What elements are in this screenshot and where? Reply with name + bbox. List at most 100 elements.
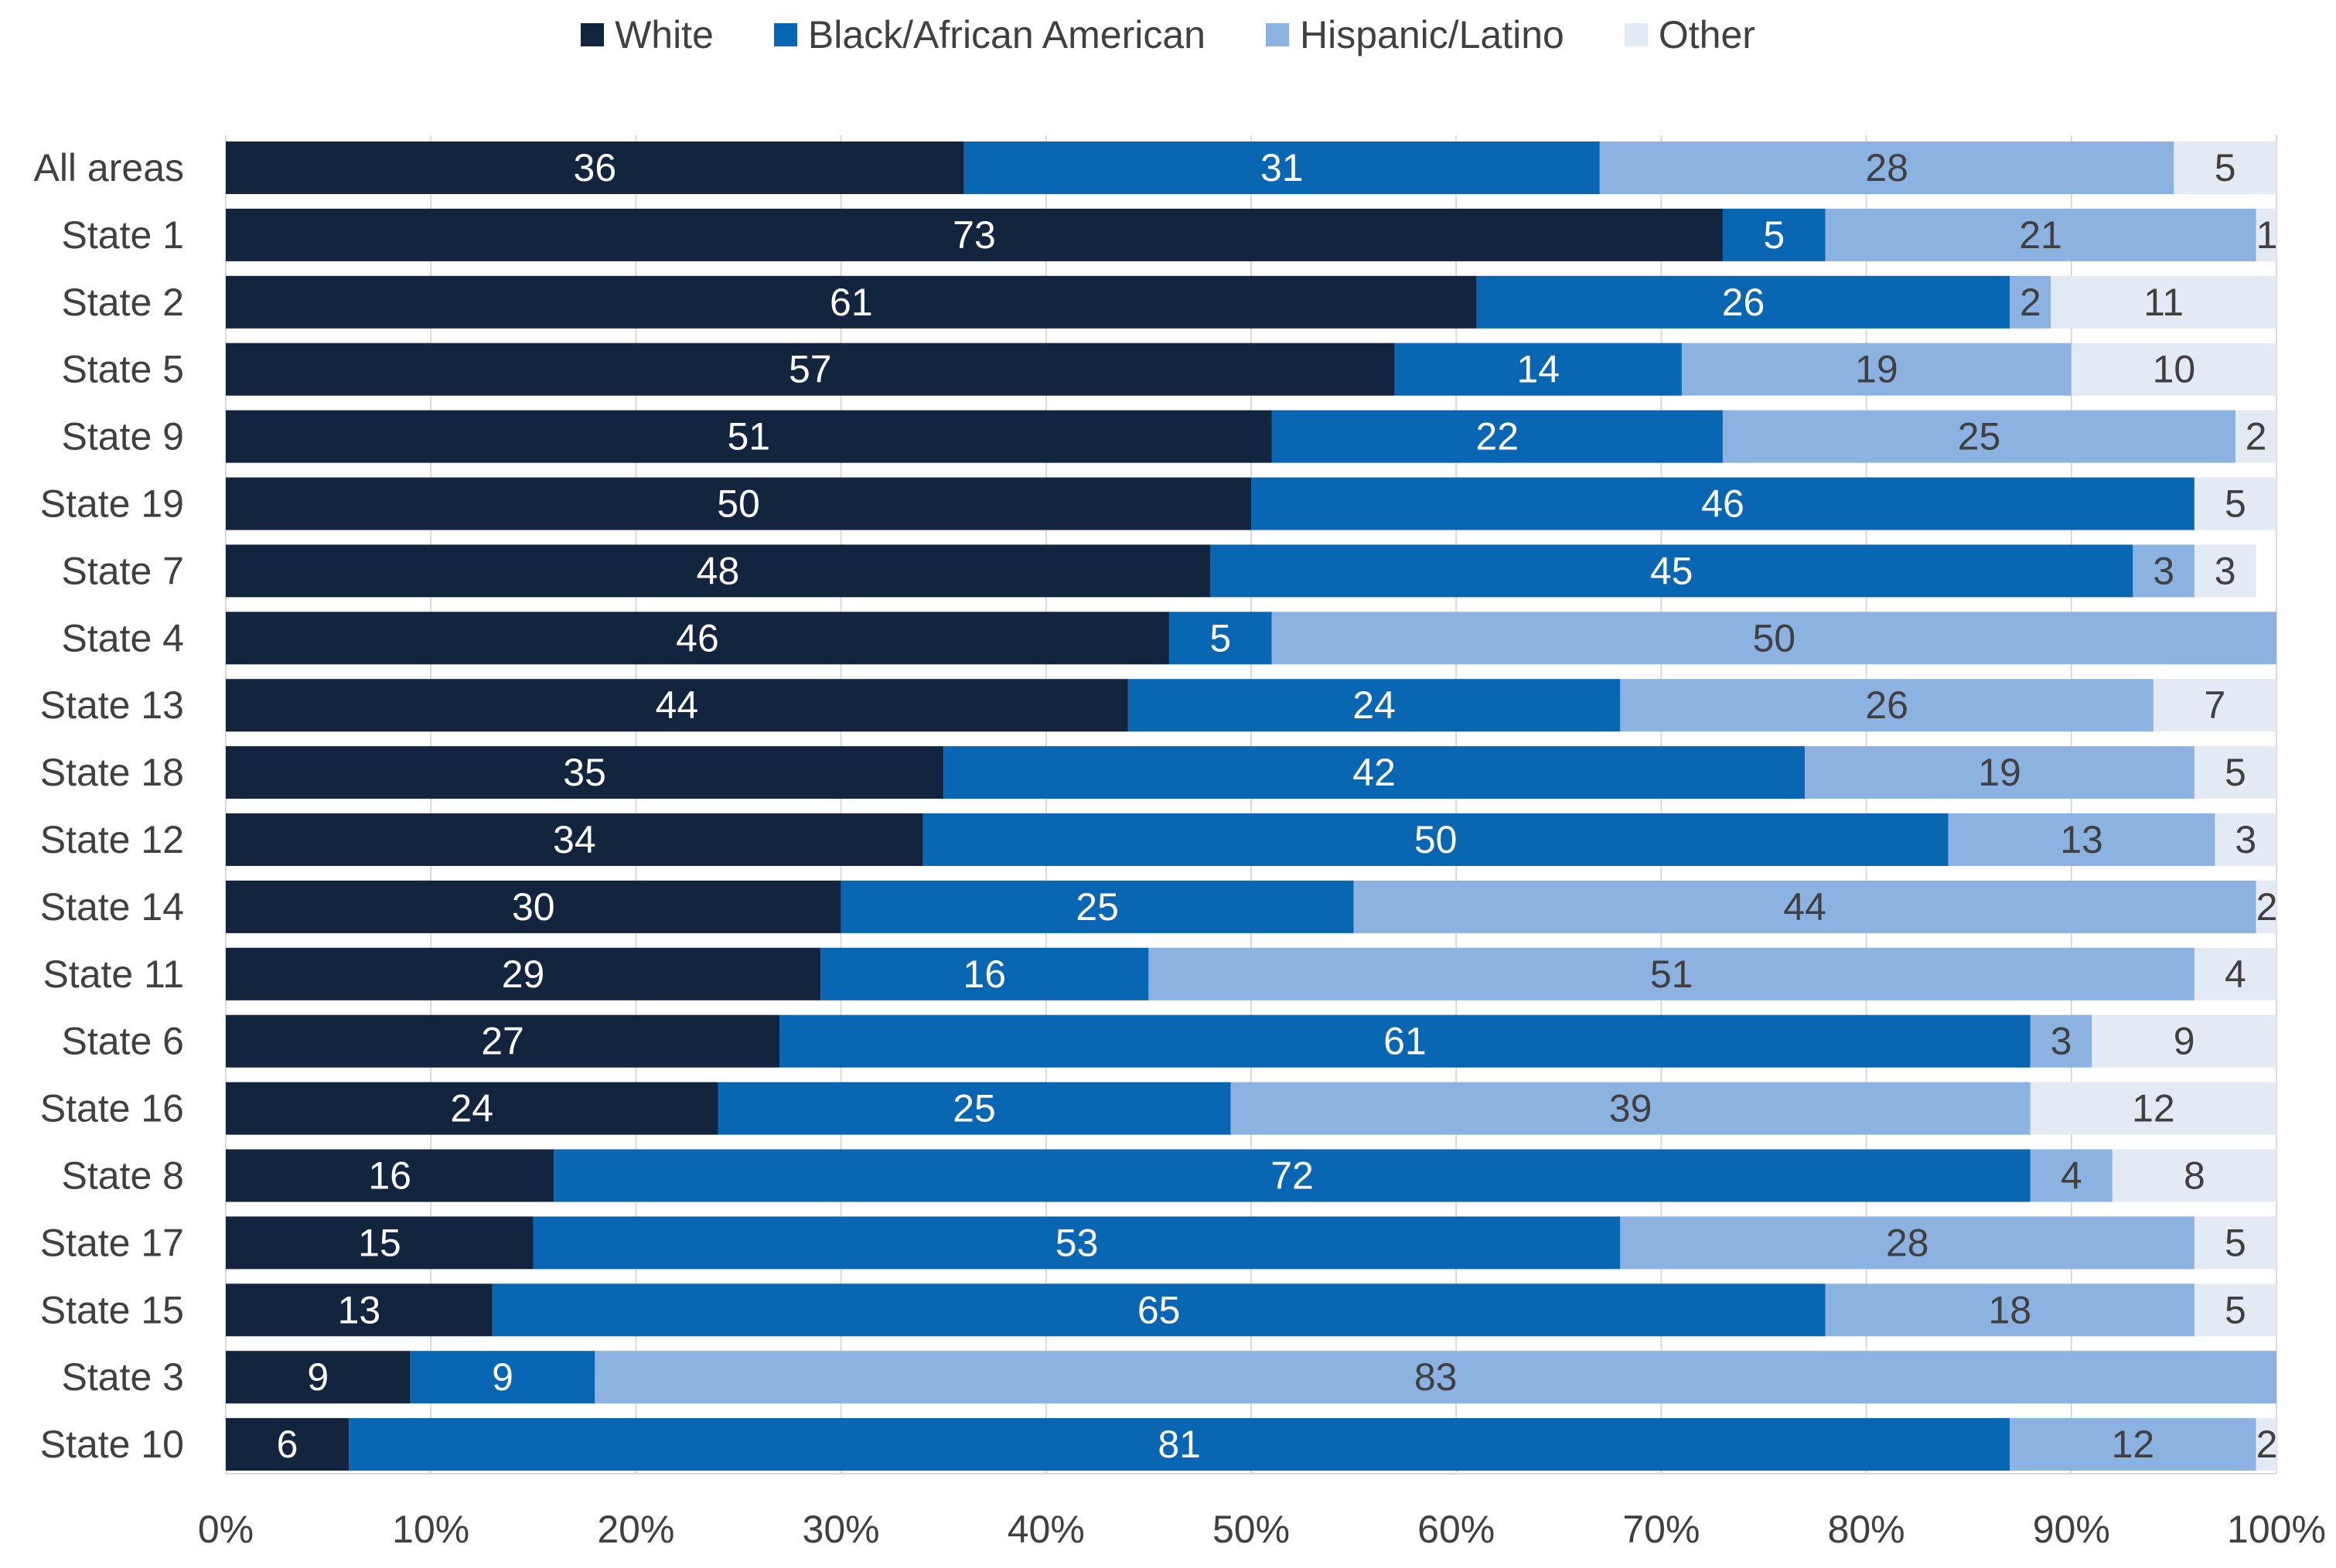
data-label-white-state-11: 29 <box>502 953 545 996</box>
data-label-hispanic-latino-state-15: 18 <box>1988 1288 2031 1331</box>
data-label-other-state-1: 1 <box>2256 213 2278 257</box>
data-label-black-african-american-state-18: 42 <box>1352 751 1396 794</box>
data-label-white-state-16: 24 <box>450 1087 493 1130</box>
legend-swatch <box>773 23 797 46</box>
bar-white-state-18 <box>226 746 944 799</box>
bar-black-african-american-state-19 <box>1251 477 2194 530</box>
bar-other-state-11 <box>2194 947 2276 1000</box>
data-label-black-african-american-state-16: 25 <box>953 1087 996 1130</box>
x-tick-label: 70% <box>1622 1508 1700 1551</box>
bar-black-african-american-state-17 <box>533 1216 1621 1270</box>
data-label-white-state-8: 16 <box>368 1154 411 1198</box>
bar-white-state-13 <box>226 679 1128 732</box>
data-label-other-state-9: 2 <box>2246 415 2267 458</box>
legend-item-hispanic-latino: Hispanic/Latino <box>1265 12 1564 57</box>
data-label-black-african-american-state-10: 81 <box>1158 1423 1201 1466</box>
bar-white-state-5 <box>226 343 1395 396</box>
bar-white-state-3 <box>226 1351 411 1404</box>
bar-hispanic-latino-state-14 <box>1353 880 2256 933</box>
data-label-hispanic-latino-state-12: 13 <box>2060 818 2103 861</box>
data-label-other-state-15: 5 <box>2225 1288 2246 1331</box>
category-label-state-15: State 15 <box>40 1288 184 1331</box>
legend-item-white: White <box>581 12 714 57</box>
data-label-white-state-9: 51 <box>727 415 770 458</box>
bar-hispanic-latino-state-3 <box>595 1351 2277 1404</box>
bar-black-african-american-state-16 <box>718 1082 1231 1135</box>
category-label-state-10: State 10 <box>40 1423 184 1466</box>
bar-other-all-areas <box>2174 141 2276 194</box>
data-label-white-state-17: 15 <box>358 1221 401 1264</box>
bar-hispanic-latino-state-18 <box>1805 746 2194 799</box>
data-label-white-state-10: 6 <box>277 1423 298 1466</box>
bar-other-state-6 <box>2092 1014 2276 1068</box>
bar-other-state-18 <box>2194 746 2276 799</box>
data-label-other-state-7: 3 <box>2215 549 2236 592</box>
bar-white-state-19 <box>226 477 1251 530</box>
x-tick-label: 20% <box>597 1508 674 1551</box>
legend-label: Hispanic/Latino <box>1299 13 1564 56</box>
bar-white-state-15 <box>226 1283 493 1337</box>
category-label-state-9: State 9 <box>62 415 184 458</box>
data-label-white-state-19: 50 <box>717 482 760 526</box>
data-label-black-african-american-state-19: 46 <box>1701 482 1744 526</box>
data-label-white-all-areas: 36 <box>574 146 617 189</box>
category-label-state-18: State 18 <box>40 751 184 794</box>
data-label-hispanic-latino-state-2: 2 <box>2020 281 2041 324</box>
category-label-state-1: State 1 <box>62 213 184 257</box>
bar-hispanic-latino-state-15 <box>1825 1283 2194 1337</box>
legend-swatch <box>1265 23 1289 46</box>
bar-hispanic-latino-state-2 <box>2010 275 2051 329</box>
data-label-black-african-american-state-11: 16 <box>963 953 1006 996</box>
bar-hispanic-latino-state-8 <box>2030 1149 2113 1202</box>
category-label-state-5: State 5 <box>62 348 184 391</box>
data-label-black-african-american-state-14: 25 <box>1076 885 1119 929</box>
bar-hispanic-latino-state-13 <box>1620 679 2154 732</box>
data-label-other-state-13: 7 <box>2205 683 2226 727</box>
data-label-black-african-american-state-8: 72 <box>1270 1154 1314 1198</box>
bar-hispanic-latino-state-10 <box>2010 1418 2256 1471</box>
legend-swatch <box>581 23 605 46</box>
bar-hispanic-latino-state-11 <box>1148 947 2194 1000</box>
data-label-black-african-american-state-17: 53 <box>1055 1221 1099 1264</box>
bar-white-state-12 <box>226 813 923 866</box>
bar-white-state-8 <box>226 1149 554 1202</box>
bar-black-african-american-state-5 <box>1394 343 1682 396</box>
bar-white-all-areas <box>226 141 964 194</box>
bar-white-state-11 <box>226 947 821 1000</box>
category-label-state-11: State 11 <box>43 953 184 996</box>
bar-other-state-19 <box>2194 477 2276 530</box>
x-tick-label: 10% <box>392 1508 469 1551</box>
bar-black-african-american-state-4 <box>1168 612 1272 665</box>
data-label-white-state-13: 44 <box>656 683 699 727</box>
data-label-white-state-4: 46 <box>676 616 719 660</box>
bar-hispanic-latino-state-17 <box>1620 1216 2194 1270</box>
category-label-state-3: State 3 <box>62 1355 184 1399</box>
legend-item-black-african-american: Black/African American <box>773 12 1206 57</box>
data-label-black-african-american-state-1: 5 <box>1763 213 1785 257</box>
data-label-white-state-5: 57 <box>789 348 832 391</box>
bar-black-african-american-state-14 <box>841 880 1354 933</box>
bar-white-state-17 <box>226 1216 534 1270</box>
legend-label: White <box>615 13 714 56</box>
bar-other-state-7 <box>2194 544 2256 598</box>
data-label-black-african-american-state-4: 5 <box>1209 616 1231 660</box>
bar-other-state-17 <box>2194 1216 2276 1270</box>
data-label-hispanic-latino-state-3: 83 <box>1414 1355 1458 1399</box>
category-label-state-8: State 8 <box>62 1154 184 1198</box>
bar-black-african-american-state-9 <box>1271 410 1723 463</box>
category-label-state-12: State 12 <box>40 818 184 861</box>
data-label-black-african-american-state-13: 24 <box>1352 683 1396 727</box>
x-tick-label: 90% <box>2033 1508 2110 1551</box>
data-label-hispanic-latino-state-5: 19 <box>1855 348 1898 391</box>
data-label-other-state-12: 3 <box>2235 818 2256 861</box>
bar-hispanic-latino-state-7 <box>2133 544 2194 598</box>
bar-black-african-american-state-10 <box>349 1418 2010 1471</box>
data-label-other-state-18: 5 <box>2225 751 2246 794</box>
data-label-hispanic-latino-state-16: 39 <box>1609 1087 1652 1130</box>
bar-white-state-6 <box>226 1014 780 1068</box>
data-label-other-state-5: 10 <box>2153 348 2196 391</box>
bar-other-state-9 <box>2235 410 2276 463</box>
data-label-hispanic-latino-state-10: 12 <box>2112 1423 2155 1466</box>
bar-other-state-1 <box>2256 208 2276 261</box>
bar-other-state-8 <box>2112 1149 2276 1202</box>
